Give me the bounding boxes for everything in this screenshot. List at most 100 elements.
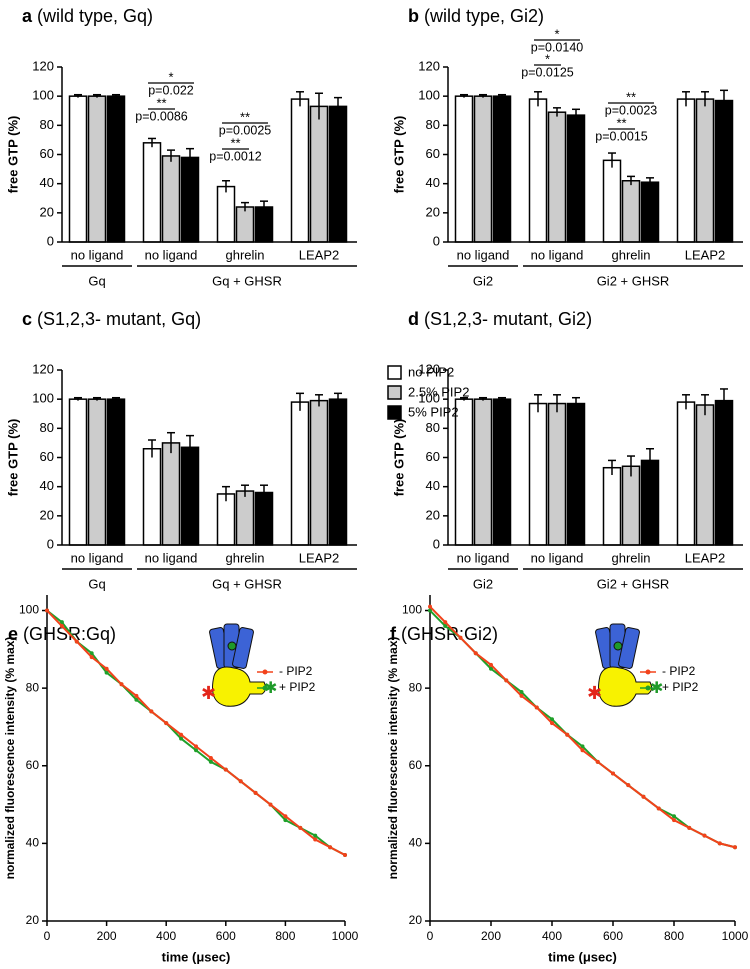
x-tick-label: 200 xyxy=(481,929,501,943)
bar xyxy=(290,401,310,546)
p-value: p=0.0140 xyxy=(531,40,584,54)
data-point xyxy=(313,833,318,838)
y-tick-label: 120 xyxy=(418,58,440,73)
title-text: (GHSR:Gi2) xyxy=(401,624,498,644)
panel-letter: f xyxy=(390,624,397,644)
y-tick-label: 100 xyxy=(32,391,54,406)
x-tick-label: ghrelin xyxy=(225,247,264,262)
bar xyxy=(180,156,200,243)
legend-swatch xyxy=(387,405,402,420)
bar xyxy=(621,465,641,546)
x-tick-label: 400 xyxy=(542,929,562,943)
y-tick-label: 20 xyxy=(40,507,54,522)
legend-label: + PIP2 xyxy=(662,680,699,694)
data-point xyxy=(473,651,478,656)
bar xyxy=(676,98,696,243)
legend-marker xyxy=(262,669,268,675)
panel-letter: e xyxy=(8,624,18,644)
data-point xyxy=(519,693,524,698)
x-axis-title: time (μsec) xyxy=(162,949,231,964)
x-tick-label: LEAP2 xyxy=(685,550,725,565)
bar xyxy=(235,206,255,243)
data-point xyxy=(611,771,615,776)
x-tick-label: no ligand xyxy=(71,550,124,565)
y-tick-label: 20 xyxy=(426,204,440,219)
bar xyxy=(714,399,734,546)
data-point xyxy=(519,690,524,695)
y-tick-label: 20 xyxy=(426,507,440,522)
y-tick-label: 80 xyxy=(26,680,40,694)
bar xyxy=(235,490,255,546)
data-point xyxy=(656,806,661,811)
data-point xyxy=(580,744,585,749)
data-point xyxy=(504,678,509,683)
bar xyxy=(602,159,622,243)
p-value: p=0.0125 xyxy=(521,65,574,79)
y-axis-title: normalized fluorescence intensity (% max… xyxy=(386,637,400,880)
fit-line xyxy=(46,609,346,856)
y-tick-label: 60 xyxy=(40,146,54,161)
data-point xyxy=(717,841,722,846)
data-point xyxy=(283,814,288,819)
group-label: Gq + GHSR xyxy=(212,576,282,591)
data-point xyxy=(458,635,463,640)
y-tick-label: 0 xyxy=(47,233,54,248)
bar xyxy=(290,98,310,243)
x-tick-label: no ligand xyxy=(145,247,198,262)
data-point xyxy=(45,608,49,613)
svg-text:✱: ✱ xyxy=(650,680,663,697)
data-point xyxy=(298,825,303,830)
group-label: Gq xyxy=(88,576,105,591)
y-tick-label: 120 xyxy=(418,361,440,376)
x-tick-label: no ligand xyxy=(71,247,124,262)
y-tick-label: 100 xyxy=(418,391,440,406)
legend-marker xyxy=(645,685,651,691)
bar xyxy=(492,95,512,243)
data-point xyxy=(565,732,570,737)
bar xyxy=(106,95,126,243)
x-tick-label: 800 xyxy=(664,929,684,943)
p-value: p=0.0015 xyxy=(595,129,648,143)
data-point xyxy=(428,604,432,609)
x-tick-label: no ligand xyxy=(145,550,198,565)
x-axis-title: time (μsec) xyxy=(548,949,617,964)
x-tick-label: no ligand xyxy=(531,247,584,262)
data-point xyxy=(489,666,493,671)
panel-title: f (GHSR:Gi2) xyxy=(390,624,498,644)
data-point xyxy=(74,639,79,644)
x-tick-label: ghrelin xyxy=(225,550,264,565)
bar xyxy=(216,493,236,546)
cartoon: ✱ ✱ xyxy=(201,623,277,707)
bar xyxy=(87,398,107,546)
y-tick-label: 60 xyxy=(40,449,54,464)
significance-stars: * xyxy=(545,51,550,66)
data-point xyxy=(343,853,347,858)
x-tick-label: 400 xyxy=(156,929,176,943)
bar xyxy=(328,398,348,546)
y-tick-label: 40 xyxy=(40,175,54,190)
x-tick-label: ghrelin xyxy=(611,247,650,262)
data-point xyxy=(595,759,600,764)
group-label: Gq + GHSR xyxy=(212,273,282,288)
y-tick-label: 100 xyxy=(402,603,422,617)
y-tick-label: 0 xyxy=(433,536,440,551)
bar xyxy=(640,181,660,243)
y-tick-label: 80 xyxy=(40,420,54,435)
y-tick-label: 40 xyxy=(409,836,423,850)
data-point xyxy=(134,697,139,702)
y-tick-label: 40 xyxy=(40,478,54,493)
y-tick-label: 20 xyxy=(40,204,54,219)
fit-line xyxy=(429,609,736,849)
bar xyxy=(473,398,493,546)
bar xyxy=(695,404,715,546)
bar xyxy=(566,402,586,546)
y-tick-label: 60 xyxy=(426,146,440,161)
legend-label: + PIP2 xyxy=(279,680,316,694)
y-axis-title: free GTP (%) xyxy=(5,419,20,497)
bar xyxy=(106,398,126,546)
data-point xyxy=(89,651,94,656)
panel-title: a (wild type, Gq) xyxy=(22,6,153,26)
bar xyxy=(87,95,107,243)
x-tick-label: 1000 xyxy=(332,929,359,943)
